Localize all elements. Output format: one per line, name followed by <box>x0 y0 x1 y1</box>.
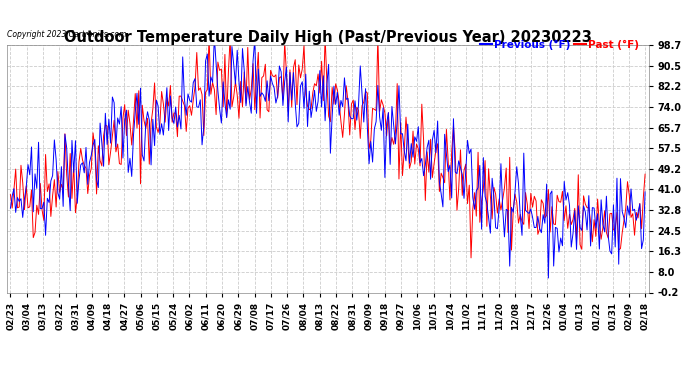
Title: Outdoor Temperature Daily High (Past/Previous Year) 20230223: Outdoor Temperature Daily High (Past/Pre… <box>63 30 592 45</box>
Legend: Previous (°F), Past (°F): Previous (°F), Past (°F) <box>475 35 643 54</box>
Text: Copyright 2023 Cartronics.com: Copyright 2023 Cartronics.com <box>7 30 126 39</box>
